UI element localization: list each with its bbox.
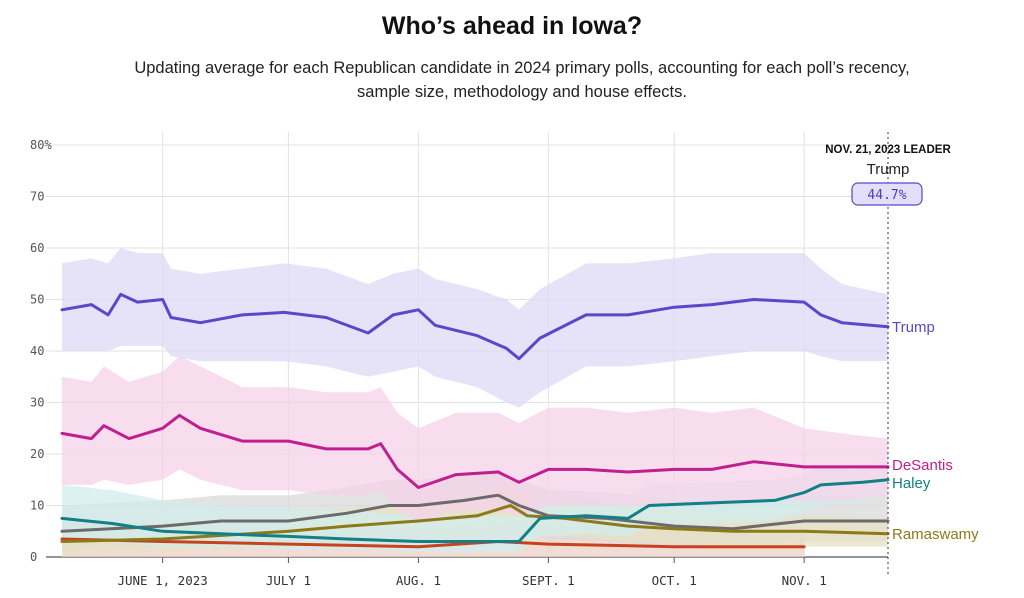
x-tick-label: JULY 1	[266, 573, 311, 588]
y-tick-label: 40	[30, 344, 44, 358]
line-other-5	[60, 537, 806, 549]
y-tick-label: 20	[30, 447, 44, 461]
chart-title: Who’s ahead in Iowa?	[381, 12, 643, 40]
leader-name: Trump	[867, 161, 910, 178]
end-label-haley: Haley	[892, 475, 931, 492]
line-haley	[60, 478, 890, 543]
line-other-4	[60, 493, 890, 533]
x-tick-label: OCT. 1	[652, 573, 697, 588]
end-label-trump: Trump	[892, 319, 935, 336]
x-tick-label: JUNE 1, 2023	[117, 573, 207, 588]
line-desantis	[60, 413, 890, 489]
x-tick-label: NOV. 1	[782, 573, 827, 588]
y-tick-label: 50	[30, 293, 44, 307]
band-trump	[62, 248, 888, 408]
series-lines	[60, 292, 890, 549]
end-label-ramaswamy: Ramaswamy	[892, 526, 979, 543]
y-tick-label: 10	[30, 499, 44, 513]
axis-labels: 80% 70 60 50 40 30 20 10 0 JUNE 1, 2023 JULY 1 AUG.…	[30, 138, 827, 588]
line-trump	[60, 292, 890, 361]
x-tick-label: SEPT. 1	[522, 573, 575, 588]
leader-heading: NOV. 21, 2023 LEADER	[825, 144, 951, 156]
y-tick-label: 80%	[30, 138, 52, 152]
leader-value: 44.7%	[867, 188, 906, 203]
end-label-desantis: DeSantis	[892, 457, 953, 474]
leader-callout: NOV. 21, 2023 LEADER Trump 44.7%	[825, 132, 951, 577]
leader-value-box	[851, 182, 923, 206]
y-tick-label: 30	[30, 396, 44, 410]
y-tick-label: 0	[30, 550, 37, 564]
chart-subtitle: Updating average for each Republican can…	[134, 59, 910, 101]
x-tick-label: AUG. 1	[396, 573, 441, 588]
y-tick-label: 60	[30, 241, 44, 255]
band-desantis	[62, 356, 888, 521]
y-tick-label: 70	[30, 190, 44, 204]
line-ramaswamy	[60, 504, 890, 543]
